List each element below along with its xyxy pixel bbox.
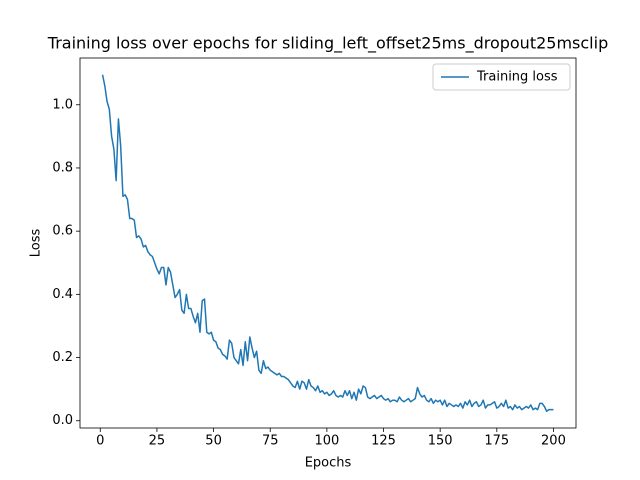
x-tick-label: 50 xyxy=(205,434,222,449)
plot-frame xyxy=(79,57,577,429)
x-tick-label: 200 xyxy=(541,434,566,449)
legend-label: Training loss xyxy=(476,70,558,85)
x-axis-label: Epochs xyxy=(305,456,352,471)
x-tick-label: 100 xyxy=(314,434,339,449)
y-tick-label: 1.0 xyxy=(52,97,73,112)
loss-line xyxy=(101,74,554,412)
y-tick-label: 0.4 xyxy=(52,287,73,302)
chart-title: Training loss over epochs for sliding_le… xyxy=(47,34,608,54)
x-tick-label: 75 xyxy=(262,434,279,449)
y-tick-label: 0.6 xyxy=(52,224,73,239)
x-tick-label: 25 xyxy=(149,434,166,449)
legend-box xyxy=(432,63,571,91)
y-axis-label: Loss xyxy=(29,229,44,258)
x-tick-label: 150 xyxy=(428,434,453,449)
x-tick-label: 0 xyxy=(96,434,104,449)
y-tick-label: 0.8 xyxy=(52,160,73,175)
x-tick-label: 125 xyxy=(371,434,396,449)
x-tick-label: 175 xyxy=(484,434,509,449)
y-tick-label: 0.0 xyxy=(52,413,73,428)
y-tick-label: 0.2 xyxy=(52,350,73,365)
